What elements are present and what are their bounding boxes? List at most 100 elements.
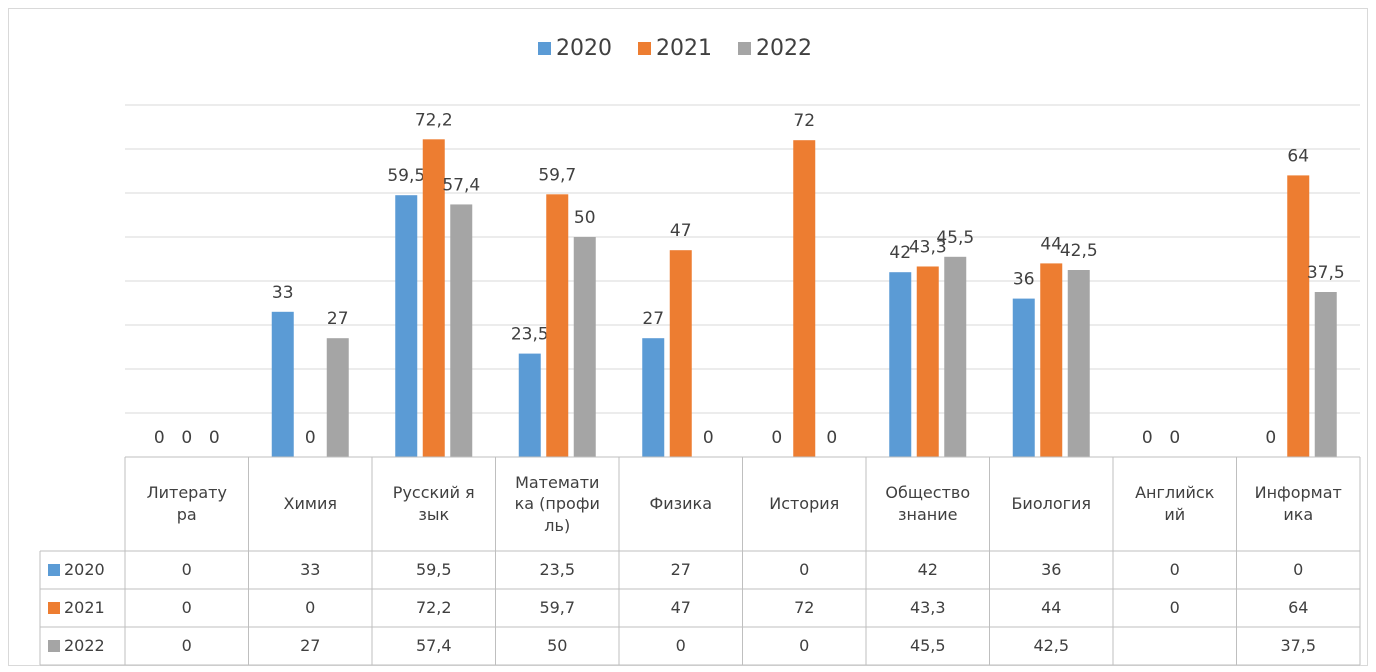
table-cell: 57,4 (415, 636, 452, 656)
data-label: 57,4 (442, 175, 480, 195)
table-header: Литература (146, 483, 227, 524)
bar (669, 250, 692, 457)
bar (916, 266, 939, 457)
data-label: 72,2 (415, 110, 453, 130)
legend-swatch (738, 42, 751, 55)
table-cell: 0 (181, 636, 192, 656)
data-label: 23,5 (511, 325, 549, 345)
table-header: Физика (649, 494, 713, 514)
bar (1314, 292, 1337, 457)
legend-swatch (638, 42, 651, 55)
data-label: 59,5 (387, 166, 425, 186)
series-name: 2022 (64, 636, 105, 656)
data-label: 44 (1040, 234, 1062, 254)
data-label: 36 (1013, 270, 1035, 290)
data-label: 42 (889, 243, 911, 263)
legend-label: 2021 (656, 36, 712, 61)
legend-label: 2022 (756, 36, 812, 61)
table-header: Обществознание (885, 483, 971, 524)
data-label: 50 (574, 208, 596, 228)
data-label: 0 (1169, 428, 1180, 448)
data-label: 0 (703, 428, 714, 448)
data-label: 0 (1265, 428, 1276, 448)
data-label: 47 (670, 221, 692, 241)
table-cell: 27 (300, 636, 321, 656)
table-header: Английский (1135, 483, 1215, 524)
bar (889, 272, 912, 457)
table-cell: 72 (794, 598, 815, 618)
table-cell: 23,5 (539, 560, 576, 580)
table-cell: 45,5 (909, 636, 946, 656)
data-label: 37,5 (1307, 263, 1345, 283)
table-cell: 44 (1041, 598, 1062, 618)
bar (326, 338, 349, 457)
table-header: Математика (профиль) (514, 472, 600, 535)
bar (450, 204, 473, 457)
table-key: 2022 (40, 627, 125, 665)
bar (1012, 298, 1035, 457)
table-cell: 0 (799, 560, 810, 580)
data-label: 59,7 (538, 165, 576, 185)
table-cell: 59,7 (539, 598, 576, 618)
bar (944, 256, 967, 457)
table-cell: 43,3 (909, 598, 946, 618)
table-cell: 0 (181, 560, 192, 580)
legend-swatch (538, 42, 551, 55)
data-label: 45,5 (936, 228, 974, 248)
bar (546, 194, 569, 457)
table-cell: 27 (670, 560, 691, 580)
data-label: 0 (826, 428, 837, 448)
table-cell: 0 (181, 598, 192, 618)
legend-swatch (48, 602, 60, 614)
data-label: 33 (272, 283, 294, 303)
data-label: 27 (642, 309, 664, 329)
bar (422, 139, 445, 457)
table-cell: 47 (670, 598, 691, 618)
data-label: 42,5 (1060, 241, 1098, 261)
table-cell: 33 (300, 560, 321, 580)
data-label: 43,3 (909, 237, 947, 257)
table-header: Химия (283, 494, 337, 514)
bar (518, 353, 541, 457)
table-cell: 42,5 (1033, 636, 1070, 656)
data-label: 0 (209, 428, 220, 448)
data-label: 0 (1142, 428, 1153, 448)
table-key: 2021 (40, 589, 125, 627)
table-cell: 0 (1293, 560, 1304, 580)
table-cell: 0 (799, 636, 810, 656)
legend-swatch (48, 640, 60, 652)
table-cell: 0 (1169, 598, 1180, 618)
bar (642, 338, 665, 457)
table-cell: 64 (1288, 598, 1309, 618)
table-cell: 0 (675, 636, 686, 656)
table-header: Биология (1011, 494, 1092, 514)
legend-swatch (48, 564, 60, 576)
bar (573, 237, 596, 457)
bar (1067, 270, 1090, 457)
table-header: Информатика (1254, 483, 1342, 524)
data-label: 0 (305, 428, 316, 448)
data-label: 27 (327, 309, 349, 329)
data-label: 72 (793, 111, 815, 131)
table-cell: 59,5 (415, 560, 452, 580)
data-label: 0 (154, 428, 165, 448)
bar (395, 195, 418, 457)
data-label: 0 (181, 428, 192, 448)
table-cell: 36 (1041, 560, 1062, 580)
series-name: 2021 (64, 598, 105, 618)
bar (793, 140, 816, 457)
series-name: 2020 (64, 560, 105, 580)
bar (1287, 175, 1310, 457)
table-header: История (769, 494, 840, 514)
table-cell: 0 (305, 598, 316, 618)
bar (271, 311, 294, 457)
table-cell: 50 (547, 636, 568, 656)
table-cell: 42 (917, 560, 938, 580)
bar (1040, 263, 1063, 457)
table-key: 2020 (40, 551, 125, 589)
table-cell: 37,5 (1280, 636, 1317, 656)
table-header: Русский язык (392, 483, 475, 524)
legend-label: 2020 (556, 36, 612, 61)
